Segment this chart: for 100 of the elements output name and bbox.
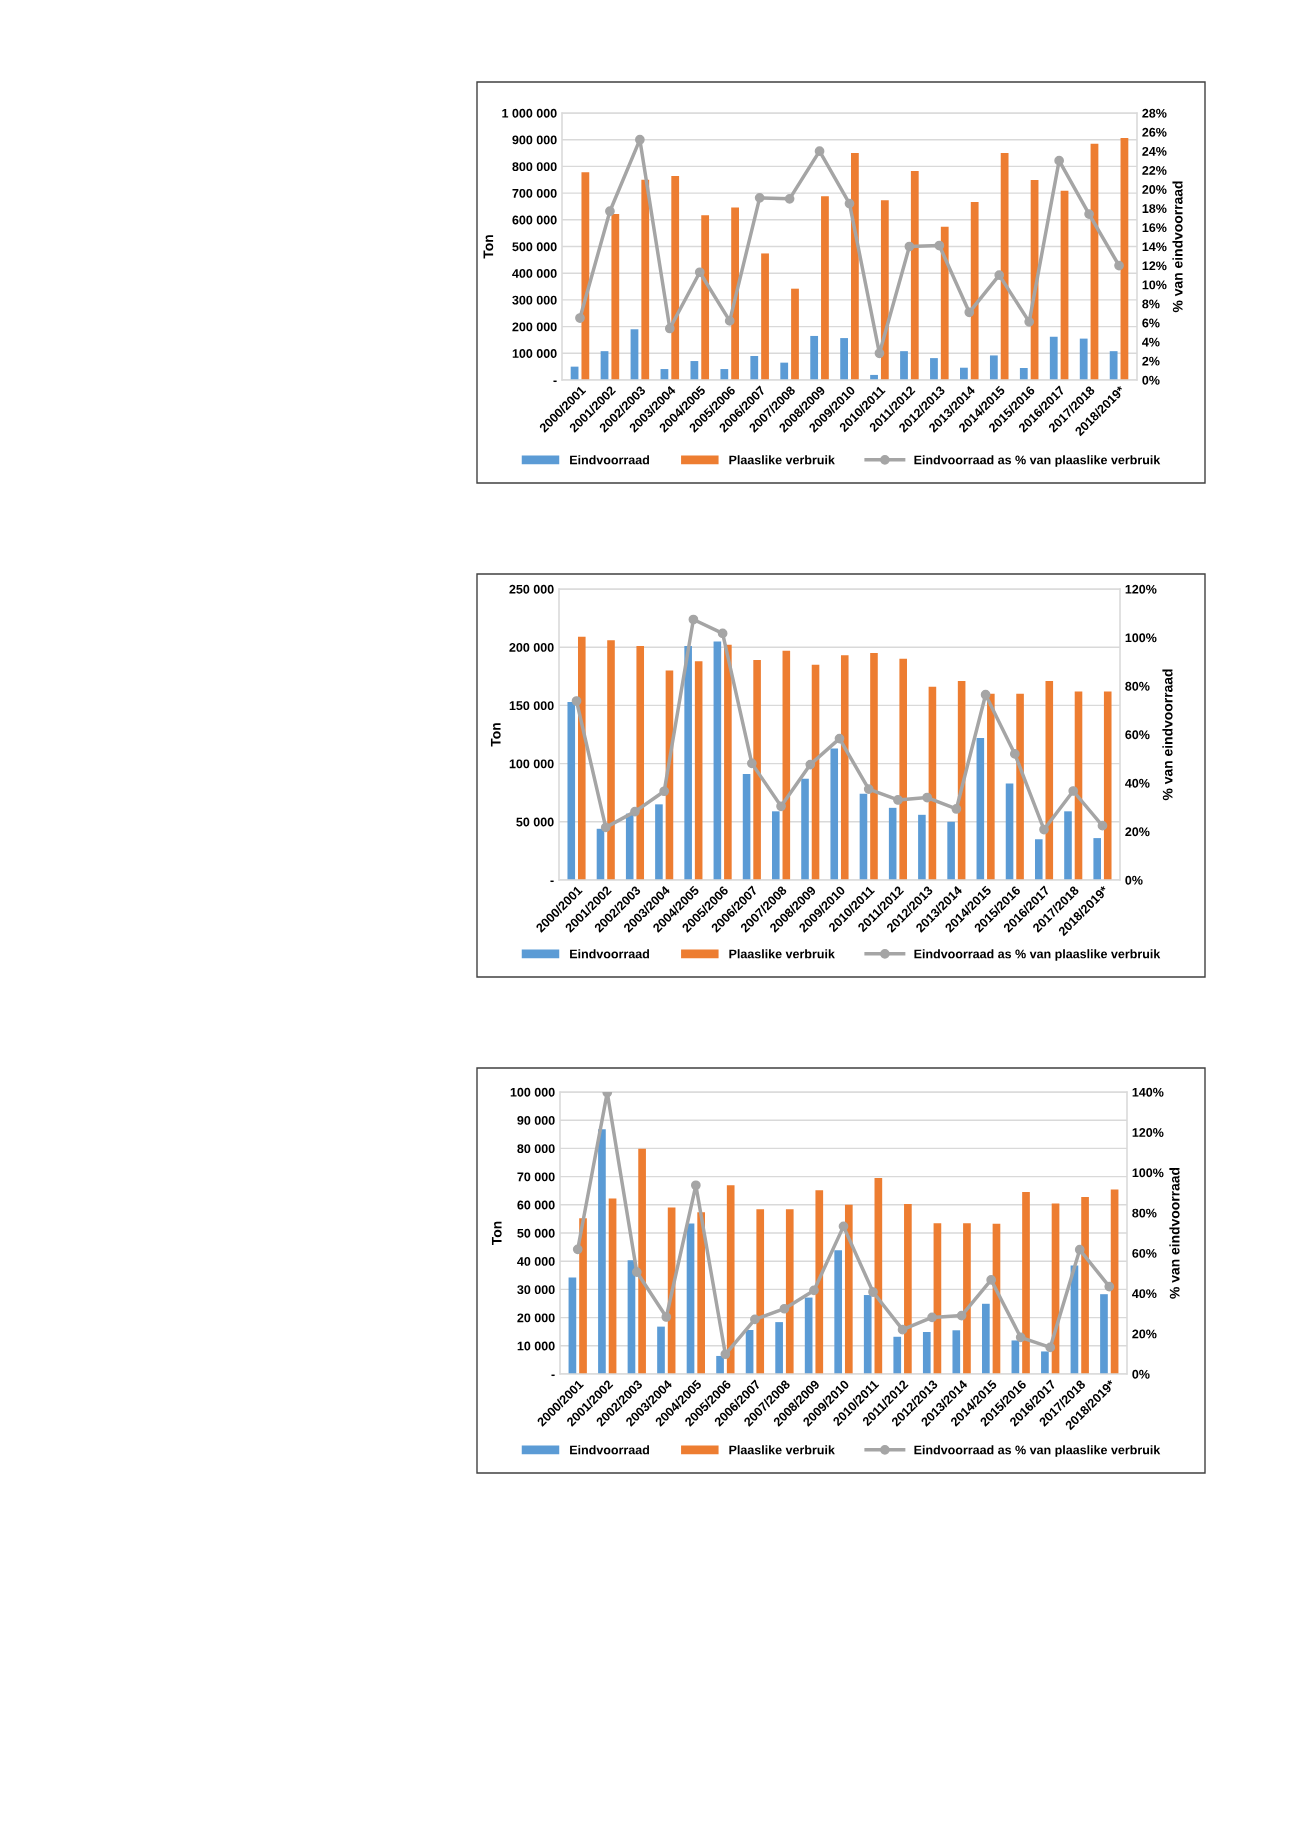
point: [994, 270, 1005, 280]
y2-tick-label: 12%: [1142, 261, 1167, 271]
y-tick-label: 100 000: [512, 349, 557, 358]
y2-tick-label: 40%: [1125, 778, 1150, 788]
point: [1054, 155, 1064, 166]
point: [868, 1287, 878, 1297]
y2-tick-label: 100%: [1125, 633, 1157, 643]
bar: [851, 153, 859, 380]
bar: [713, 641, 722, 880]
y-tick-label: 10 000: [517, 1341, 555, 1351]
bar: [598, 1129, 606, 1374]
point: [1009, 749, 1020, 759]
bar: [952, 1330, 961, 1374]
point: [635, 134, 645, 145]
y2-tick-label: 0%: [1142, 375, 1160, 385]
bar: [1100, 1294, 1108, 1374]
point: [631, 1267, 642, 1277]
y-axis-title: Ton: [491, 1221, 502, 1246]
point: [664, 323, 675, 334]
bar: [611, 213, 620, 380]
bar: [581, 172, 590, 380]
bar: [785, 1209, 794, 1374]
bar: [568, 1277, 577, 1374]
bar: [1103, 691, 1112, 880]
y-tick-label: 50 000: [517, 1228, 555, 1238]
bar: [726, 1185, 735, 1374]
legend-label: Plaaslike verbruik: [729, 1445, 835, 1455]
y2-tick-label: 6%: [1142, 318, 1160, 328]
y-tick-label: 400 000: [512, 269, 557, 278]
y-tick-label: 30 000: [517, 1285, 555, 1295]
point: [1015, 1332, 1026, 1343]
point: [1114, 260, 1124, 271]
bar: [910, 170, 919, 380]
point: [724, 316, 735, 326]
point: [964, 307, 975, 318]
bar: [888, 807, 897, 880]
point: [814, 146, 825, 157]
y-tick-label: 60 000: [517, 1200, 555, 1210]
bar: [671, 176, 680, 380]
point: [1104, 1281, 1115, 1292]
y2-tick-label: 0%: [1132, 1369, 1150, 1379]
bar: [840, 338, 848, 380]
y2-tick-label: 60%: [1132, 1248, 1157, 1258]
bar: [775, 1322, 783, 1374]
y-tick-label: 700 000: [512, 188, 557, 198]
point: [1024, 316, 1035, 327]
bar: [1081, 1196, 1089, 1374]
point: [893, 795, 903, 805]
y2-axis-title: % van eindvoorraad: [1172, 181, 1183, 313]
bar: [1041, 1351, 1049, 1374]
bar: [976, 737, 985, 880]
y-tick-label: 200 000: [512, 322, 557, 332]
bar: [608, 1198, 617, 1374]
bar: [636, 646, 645, 880]
bar: [720, 369, 729, 380]
bar: [567, 701, 576, 880]
y2-tick-label: 28%: [1142, 108, 1167, 118]
y-tick-label: 1 000 000: [502, 108, 557, 118]
point: [630, 806, 640, 817]
point: [927, 1312, 937, 1323]
point: [600, 822, 611, 833]
point: [659, 786, 670, 797]
point: [986, 1275, 997, 1285]
y2-tick-label: 120%: [1132, 1128, 1164, 1137]
point: [1084, 209, 1094, 219]
bar: [815, 1190, 824, 1374]
point: [897, 1324, 908, 1335]
bar: [577, 636, 586, 880]
legend-label: Eindvoorraad: [570, 455, 649, 465]
y-tick-label: 100 000: [509, 759, 554, 769]
point: [863, 784, 874, 794]
bar: [989, 355, 998, 380]
bar: [625, 813, 634, 880]
y-axis-title: Ton: [483, 235, 494, 259]
point: [874, 348, 885, 359]
bar: [930, 358, 938, 380]
y-tick-label: 50 000: [516, 817, 554, 827]
y2-tick-label: 8%: [1142, 299, 1160, 309]
bar: [904, 1203, 912, 1374]
bar: [694, 661, 703, 880]
point: [956, 1310, 967, 1321]
y-tick-label: 20 000: [517, 1313, 555, 1323]
point: [717, 628, 728, 639]
y-tick-label: -: [551, 1374, 555, 1377]
bar: [1016, 693, 1024, 880]
bar: [772, 811, 780, 880]
bar: [1000, 153, 1009, 380]
bar: [880, 200, 889, 380]
y-tick-label: 100 000: [510, 1087, 555, 1097]
point: [754, 193, 765, 203]
bar: [657, 1326, 665, 1374]
point: [1068, 786, 1079, 796]
y2-tick-label: 60%: [1125, 730, 1150, 740]
bar: [791, 288, 799, 380]
bar: [684, 646, 692, 880]
point: [805, 759, 816, 770]
bar: [801, 778, 809, 880]
point: [575, 313, 585, 323]
bar: [1093, 838, 1102, 880]
y2-tick-label: 16%: [1142, 223, 1167, 233]
